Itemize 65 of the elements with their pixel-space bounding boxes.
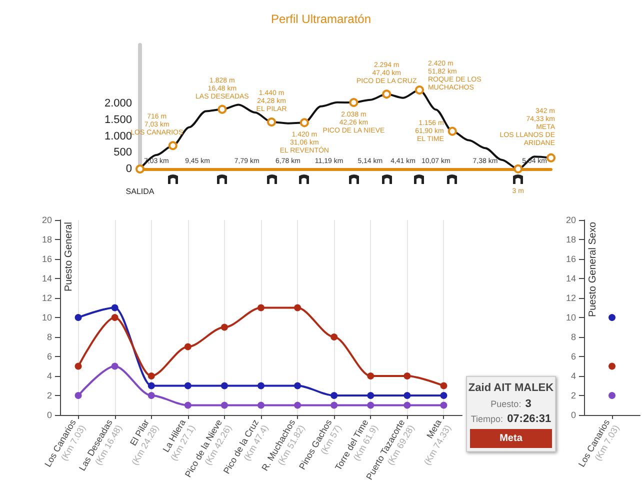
y-tick-label: 1.500 — [104, 114, 132, 126]
y-tick-label: 2.000 — [104, 98, 132, 110]
y-tick-label: 12 — [566, 293, 576, 303]
y-tick-label: 0 — [46, 410, 52, 420]
point — [367, 402, 374, 409]
point — [184, 402, 192, 409]
point — [74, 362, 82, 370]
point — [258, 304, 264, 312]
y-tick-label: 10 — [42, 312, 52, 322]
point — [258, 382, 264, 390]
y-axis-title: Puesto General Sexo — [588, 222, 598, 318]
y-axis-title: Puesto General — [64, 222, 74, 292]
y-tick-label: 8 — [570, 332, 576, 342]
point — [148, 382, 155, 390]
point — [294, 402, 302, 409]
y-tick-label: 0 — [570, 410, 576, 420]
point — [294, 382, 302, 390]
y-tick-label: 2 — [46, 390, 52, 400]
y-tick-label: 2 — [570, 390, 576, 400]
point — [184, 382, 192, 390]
point — [367, 372, 374, 380]
point — [404, 372, 411, 380]
y-tick-label: 500 — [114, 146, 132, 159]
y-tick-label: 6 — [46, 352, 52, 362]
y-tick-label: 16 — [42, 254, 52, 264]
data-label: SALIDA — [126, 187, 155, 196]
point — [111, 362, 118, 370]
y-tick-label: 14 — [566, 274, 576, 284]
y-tick-label: 10 — [566, 312, 576, 322]
y-tick-label: 18 — [42, 234, 52, 244]
point — [404, 402, 411, 409]
point — [367, 392, 374, 399]
y-tick-label: 4 — [46, 371, 52, 381]
point — [148, 392, 155, 399]
y-tick-label: 16 — [566, 254, 576, 264]
point — [220, 402, 228, 409]
y-tick-label: 18 — [566, 234, 576, 244]
y-tick-label: 6 — [570, 352, 576, 362]
point — [440, 382, 448, 390]
y-tick-label: 12 — [42, 293, 52, 303]
point — [330, 334, 338, 340]
tooltip-card: Zaid AIT MALEK Puesto: 3 Tiempo: 07:26:31 Meta — [466, 376, 556, 452]
point — [258, 402, 264, 409]
point — [330, 392, 338, 399]
point — [148, 372, 155, 380]
point — [440, 392, 448, 399]
y-tick-label: 8 — [46, 332, 52, 342]
y-tick-label: 14 — [42, 274, 52, 284]
point — [74, 392, 82, 399]
y-tick-label: 0 — [126, 163, 132, 175]
point — [220, 382, 228, 390]
y-tick-label: 20 — [42, 215, 52, 225]
point — [74, 314, 82, 321]
chart-title: Perfil Ultramaratón — [270, 12, 372, 26]
y-tick-label: 1.000 — [104, 130, 132, 142]
point — [220, 324, 228, 331]
point — [294, 304, 302, 312]
point — [184, 343, 192, 350]
y-tick-label: 4 — [570, 371, 576, 381]
point — [330, 402, 338, 409]
point — [111, 304, 118, 312]
point — [404, 392, 411, 399]
point — [440, 402, 448, 409]
y-tick-label: 20 — [566, 215, 576, 225]
point — [111, 314, 118, 321]
